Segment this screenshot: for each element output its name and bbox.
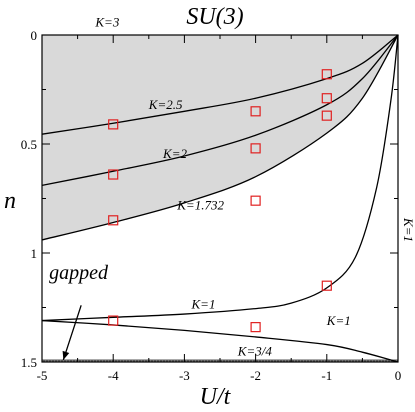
series-line-2 — [41, 34, 399, 187]
y-axis-label: n — [4, 188, 16, 214]
plot-area: -5 -4 -3 -2 -1 0 0 0.5 1 1.5 K=3 K=2.5 K=2 K=1.732 K=1… — [21, 14, 402, 383]
y-tick-label-0: 0 — [31, 28, 38, 43]
curve-label-6: K=1 — [326, 313, 351, 328]
x-axis-label: U/t — [200, 384, 232, 410]
curve-label-4: K=1.732 — [176, 197, 224, 212]
series-line-4 — [41, 34, 399, 322]
y-tick-label-3: 1.5 — [21, 355, 37, 370]
data-marker-1 — [108, 119, 119, 130]
x-tick-label-5: 0 — [395, 368, 402, 383]
data-marker-8 — [250, 322, 261, 333]
curve-label-7: K=3/4 — [237, 343, 273, 358]
chart-title: SU(3) — [186, 4, 243, 30]
data-marker-9 — [321, 69, 332, 80]
y-tick-label-2: 1 — [31, 246, 38, 261]
data-marker-3 — [108, 215, 119, 226]
data-marker-5 — [250, 106, 261, 117]
data-marker-12 — [321, 280, 332, 291]
gapped-label: gapped — [49, 262, 109, 284]
data-marker-2 — [108, 169, 119, 180]
curve-label-1: K=3 — [94, 14, 119, 29]
x-tick-label-4: -1 — [321, 368, 332, 383]
series-line-3 — [41, 34, 399, 241]
gapped-arrow-line — [62, 305, 82, 361]
x-tick-label-0: -5 — [37, 368, 48, 383]
data-marker-6 — [250, 143, 261, 154]
x-tick-label-2: -3 — [179, 368, 190, 383]
gapped-arrow-head — [62, 350, 70, 360]
right-side-label: K=1 — [401, 217, 415, 242]
data-marker-11 — [321, 110, 332, 121]
curve-label-5: K=1 — [191, 297, 216, 312]
data-marker-10 — [321, 93, 332, 104]
shaded-region-k3 — [42, 35, 398, 240]
data-marker-7 — [250, 195, 261, 206]
series-line-1 — [41, 34, 399, 135]
y-tick-label-1: 0.5 — [21, 137, 37, 152]
curve-label-3: K=2 — [162, 146, 187, 161]
x-tick-label-3: -2 — [250, 368, 261, 383]
data-marker-4 — [108, 315, 119, 326]
curve-label-2: K=2.5 — [148, 97, 183, 112]
x-tick-label-1: -4 — [108, 368, 119, 383]
